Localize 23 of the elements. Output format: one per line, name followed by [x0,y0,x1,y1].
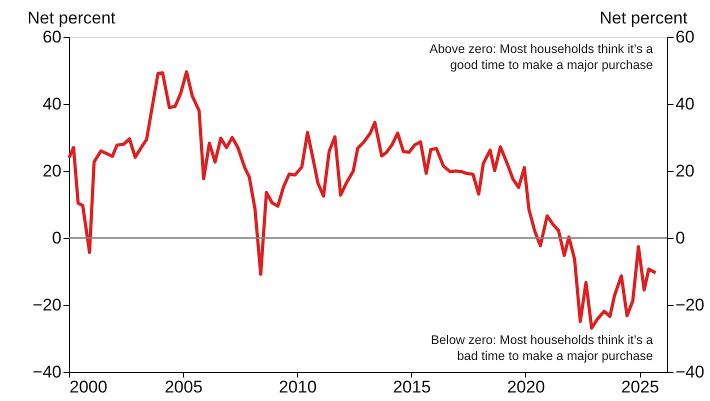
y2-tick-label: −40 [676,362,704,382]
y2-tick-label: 60 [676,28,694,46]
y2-tick-label: 40 [676,94,694,114]
x-tick-label: 2015 [392,378,431,396]
x-tick-label: 2025 [621,378,660,396]
y-tick-label: 20 [42,162,62,180]
y2-axis-title: Net percent [600,8,688,28]
y2-tick-label: 20 [676,162,694,180]
annotation: Below zero: Most households think it’s a bad time to make a major purchase [430,333,654,363]
x-tick-label: 2005 [164,378,203,396]
annotation: Above zero: Most households think it’s a good time to make a major purchase [429,42,654,72]
x-tick-label: 2010 [278,378,317,396]
y-tick-label: −40 [32,362,62,382]
y2-tick-label: 0 [676,228,685,248]
y-axis-title: Net percent [28,8,116,28]
x-tick-label: 2000 [70,378,108,396]
x-tick-label: 2020 [507,378,545,396]
y2-tick-label: −20 [676,296,704,314]
y-tick-label: 40 [42,94,62,114]
y-tick-label: −20 [32,296,62,314]
line-series [67,70,658,330]
y-tick-label: 0 [52,228,62,248]
y-tick-label: 60 [42,28,62,46]
